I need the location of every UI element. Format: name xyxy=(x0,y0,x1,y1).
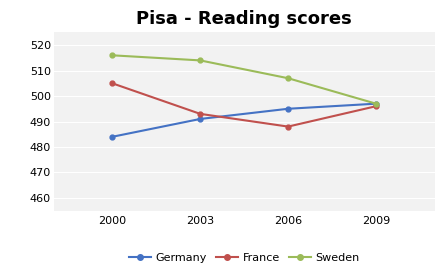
Sweden xyxy=(198,59,203,62)
Legend: Germany, France, Sweden: Germany, France, Sweden xyxy=(125,248,364,267)
France xyxy=(285,125,291,128)
France xyxy=(373,104,379,108)
France xyxy=(198,112,203,116)
Sweden xyxy=(110,54,115,57)
Sweden xyxy=(373,102,379,105)
Germany xyxy=(373,102,379,105)
Germany xyxy=(285,107,291,110)
France xyxy=(110,82,115,85)
Title: Pisa - Reading scores: Pisa - Reading scores xyxy=(136,10,352,28)
Line: France: France xyxy=(110,81,379,129)
Line: Sweden: Sweden xyxy=(110,53,379,106)
Germany xyxy=(110,135,115,139)
Line: Germany: Germany xyxy=(110,101,379,139)
Germany xyxy=(198,117,203,121)
Sweden xyxy=(285,77,291,80)
